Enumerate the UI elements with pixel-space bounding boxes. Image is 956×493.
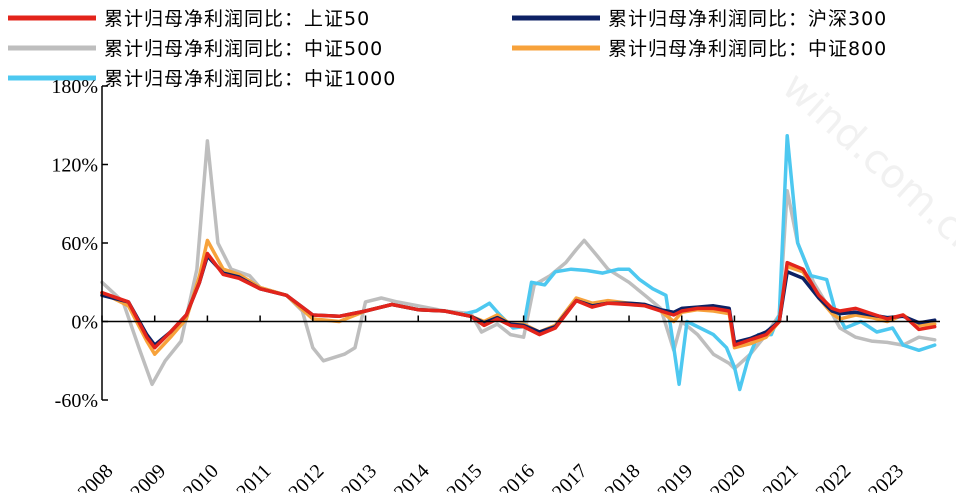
legend-label: 累计归母净利润同比：中证1000 [104,68,396,90]
y-tick-label: 180% [51,76,98,98]
x-tick-label: 2008 [74,460,118,493]
x-tick-label: 2017 [548,460,592,493]
x-tick-label: 2021 [759,460,803,493]
x-tick-label: 2014 [390,460,434,493]
legend-label: 累计归母净利润同比：中证500 [104,38,383,60]
watermark: wind.com.cn [773,63,956,266]
x-tick-label: 2015 [443,460,487,493]
x-tick-label: 2018 [601,460,645,493]
y-tick-label: 120% [51,155,98,177]
y-tick-label: -60% [55,390,98,412]
plot-area [100,133,937,392]
legend-label: 累计归母净利润同比：中证800 [608,38,887,60]
legend-label: 累计归母净利润同比：沪深300 [608,8,887,30]
x-axis: 2008 2009 2010 2011 2012 2013 2014 2015 2016 2017… [74,315,940,493]
x-tick-label: 2012 [285,460,329,493]
x-tick-label: 2009 [126,460,170,493]
series-line-2 [100,139,937,387]
x-tick-label: 2019 [653,460,697,493]
x-tick-label: 2022 [812,460,856,493]
x-tick-label: 2013 [337,460,381,493]
x-tick-label: 2023 [864,460,908,493]
y-tick-label: 60% [61,233,98,255]
series-line-0 [100,251,937,350]
x-tick-label: 2020 [706,460,750,493]
series-line-4 [463,133,937,392]
x-tick-label: 2016 [495,460,539,493]
y-tick-label: 0% [71,312,98,334]
x-tick-label: 2011 [232,460,275,493]
x-tick-label: 2010 [179,460,223,493]
legend: 累计归母净利润同比：上证50 累计归母净利润同比：沪深300 累计归母净利润同比：中… [8,8,887,90]
y-axis: -60% 0% 60% 120% 180% [51,76,108,412]
legend-label: 累计归母净利润同比：上证50 [104,8,370,30]
